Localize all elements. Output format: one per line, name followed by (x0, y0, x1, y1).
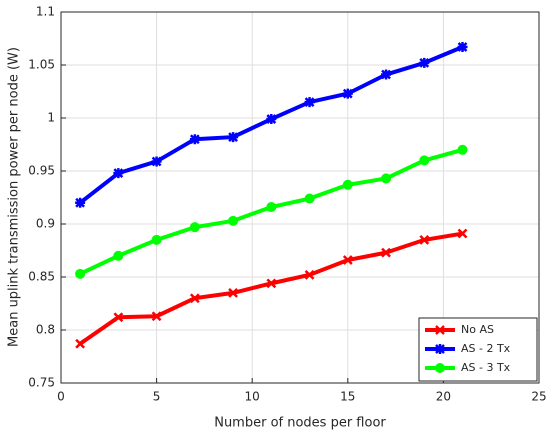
marker (75, 197, 86, 208)
marker (342, 179, 353, 190)
marker (304, 269, 315, 280)
marker (304, 193, 315, 204)
marker (342, 88, 353, 99)
marker (228, 288, 238, 298)
marker (151, 234, 162, 245)
y-tick-label: 0.9 (36, 217, 55, 231)
legend: No AS AS - 2 Tx AS - 3 Tx (418, 317, 538, 382)
marker (113, 250, 124, 261)
marker (419, 235, 430, 245)
marker (228, 215, 239, 226)
marker (381, 247, 391, 258)
marker (457, 228, 468, 239)
marker (113, 312, 124, 323)
x-tick-label: 25 (531, 390, 546, 404)
marker (151, 311, 162, 322)
y-tick-label: 1 (47, 111, 55, 125)
x-tick-label: 0 (57, 390, 65, 404)
x-tick-label: 5 (153, 390, 161, 404)
x-tick-label: 10 (245, 390, 260, 404)
y-tick-label: 1.05 (28, 58, 55, 72)
marker (419, 57, 430, 68)
y-tick-label: 1.1 (36, 5, 55, 19)
y-tick-label: 0.75 (28, 376, 55, 390)
marker (75, 338, 86, 349)
marker (435, 344, 445, 354)
marker (151, 156, 162, 167)
marker (304, 97, 315, 108)
marker (381, 69, 392, 80)
y-tick-label: 0.8 (36, 323, 55, 337)
marker (266, 202, 277, 213)
plot-frame (60, 11, 540, 384)
marker (266, 278, 277, 289)
marker (457, 144, 468, 155)
legend-label: AS - 3 Tx (461, 361, 511, 374)
x-axis-title: Number of nodes per floor (214, 416, 386, 431)
marker (228, 132, 239, 143)
marker (113, 168, 124, 179)
x-tick-label: 15 (340, 390, 355, 404)
marker (189, 222, 200, 233)
marker (189, 293, 200, 304)
marker (457, 41, 468, 52)
marker (75, 268, 86, 279)
marker (266, 114, 277, 125)
marker (342, 255, 353, 265)
legend-label: No AS (461, 323, 494, 336)
y-tick-label: 0.95 (28, 164, 55, 178)
marker (189, 134, 200, 145)
marker (419, 155, 430, 166)
legend-label: AS - 2 Tx (461, 342, 511, 355)
marker (435, 363, 445, 373)
x-tick-label: 20 (436, 390, 451, 404)
y-axis-title: Mean uplink transmission power per node … (7, 47, 22, 347)
marker (381, 173, 392, 184)
y-tick-label: 0.85 (28, 270, 55, 284)
marker (435, 325, 445, 335)
